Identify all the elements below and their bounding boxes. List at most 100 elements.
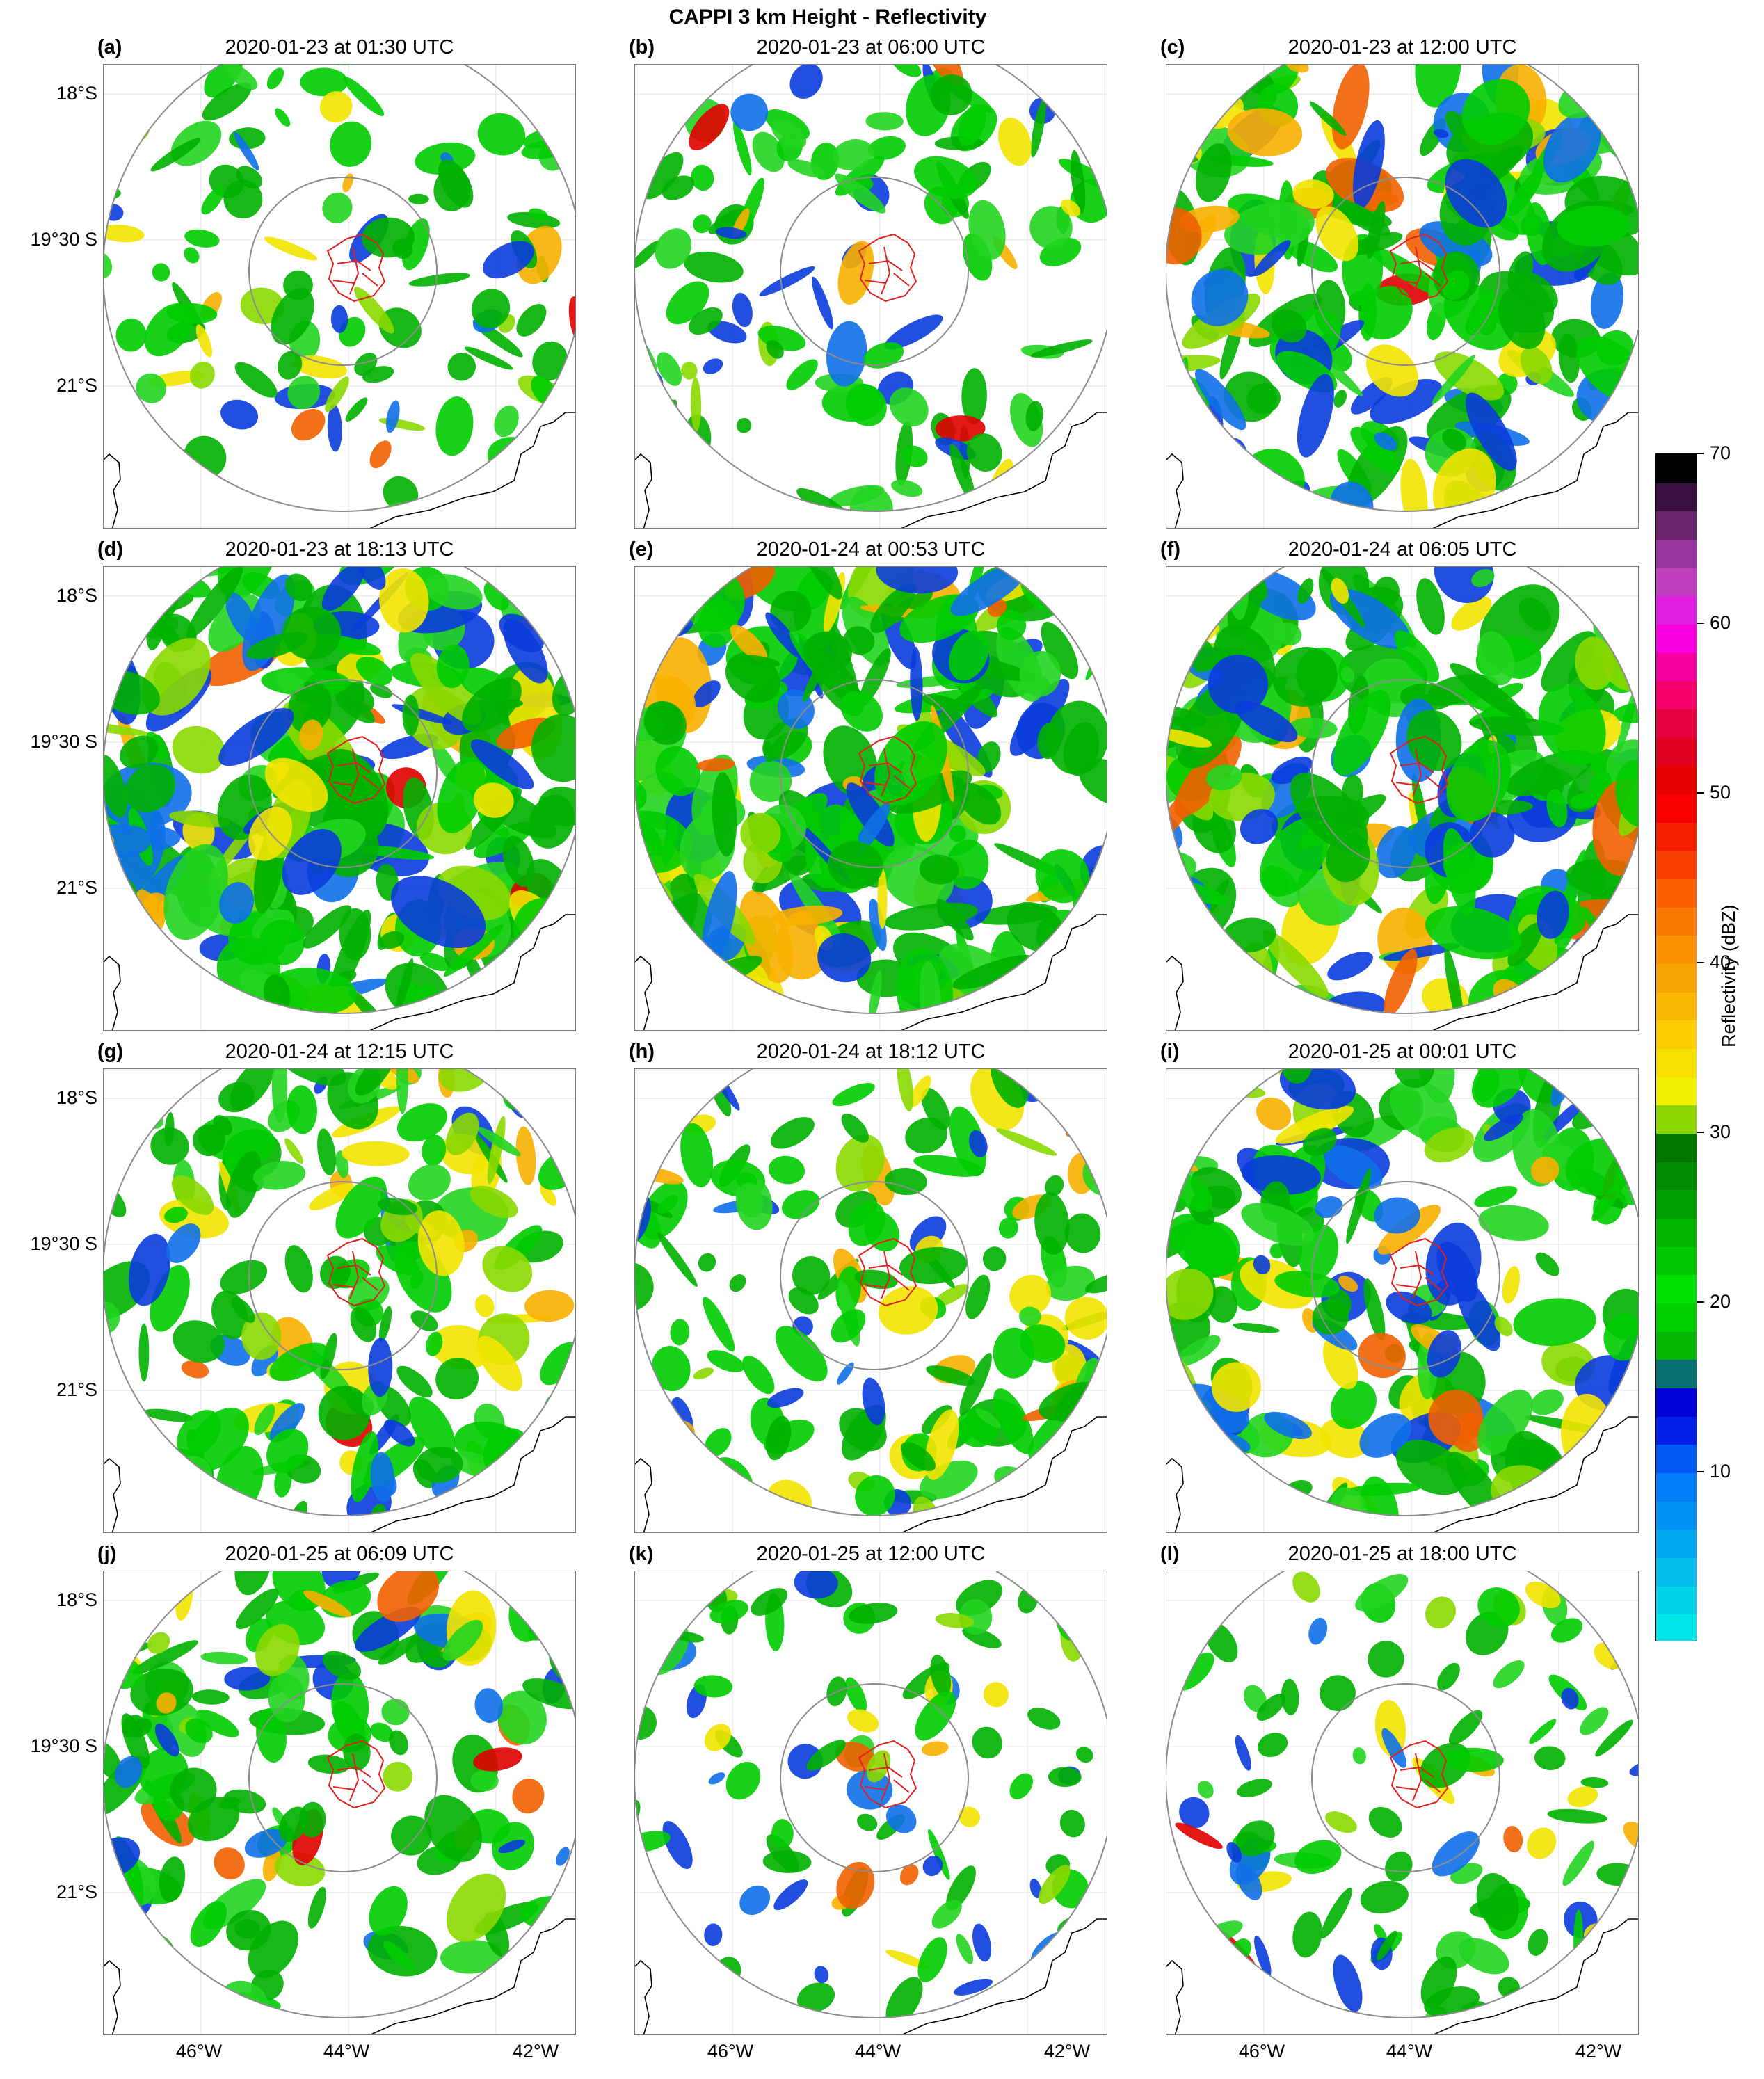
echo-cell [766, 339, 784, 359]
echo-cell [1084, 1272, 1107, 1294]
echo-cell [924, 65, 963, 87]
colorbar-segment [1656, 1077, 1697, 1105]
echo-cell [498, 1467, 525, 1513]
echo-cell [1009, 1773, 1034, 1799]
colorbar-segment [1656, 1189, 1697, 1219]
echo-cell [855, 1475, 895, 1516]
echo-cell [286, 1500, 308, 1516]
figure-title: CAPPI 3 km Height - Reflectivity [668, 6, 987, 29]
echo-cell [681, 362, 698, 380]
border-line-east [1432, 412, 1638, 528]
echo-cell [1333, 1954, 1363, 2012]
echo-cell [982, 1246, 1007, 1271]
radar-panel: (h) 2020-01-24 at 18:12 UTC [629, 1041, 1107, 1533]
echo-cell [1271, 756, 1313, 785]
echo-cell [104, 1657, 117, 1676]
echo-cell [389, 1730, 408, 1756]
echo-cell [1338, 1276, 1358, 1292]
panel-timestamp: 2020-01-24 at 00:53 UTC [756, 538, 986, 561]
echo-cell [1557, 205, 1630, 247]
echo-cell [996, 1128, 1057, 1156]
echo-cell [935, 1613, 975, 1628]
echo-cell [1198, 1069, 1241, 1094]
echo-cell [104, 584, 122, 648]
echo-cell [273, 1069, 346, 1086]
boundary-inner [864, 1251, 910, 1299]
echo-cell [1590, 272, 1624, 329]
echo-cell [1166, 1507, 1224, 1516]
echo-cell [1166, 609, 1173, 627]
echo-cell [840, 690, 883, 732]
echo-cell [892, 65, 922, 77]
boundary-inner [332, 1251, 378, 1299]
boundary-outline [326, 1237, 386, 1307]
echo-cell [422, 1134, 447, 1166]
radar-map [103, 1068, 576, 1533]
panel-letter: (l) [1160, 1543, 1180, 1565]
echo-cell [1394, 1069, 1435, 1089]
border-line-west [635, 1457, 652, 1532]
echo-cell [291, 408, 326, 441]
echo-cell [782, 1190, 820, 1219]
echo-cell [510, 1571, 529, 1602]
echo-cell [1616, 940, 1638, 997]
echo-cell [104, 919, 158, 984]
colorbar-segment [1656, 963, 1697, 993]
echo-cell [1308, 1617, 1328, 1645]
echo-cell [1173, 74, 1206, 144]
echo-cell [424, 573, 483, 610]
echo-cell [246, 632, 308, 659]
echo-cell [377, 1571, 440, 1622]
echo-cell [1546, 1497, 1594, 1516]
echo-cell [241, 1312, 282, 1360]
echo-cell [437, 757, 486, 833]
echo-cell [1502, 1266, 1521, 1304]
echo-cell [1297, 374, 1334, 458]
echo-cell [1073, 567, 1102, 603]
echo-cell [1292, 1911, 1322, 1958]
echo-cell [730, 625, 768, 662]
echo-cell [470, 1769, 499, 1792]
echo-cell [234, 1571, 272, 1596]
panel-letter: (i) [1160, 1041, 1180, 1063]
echo-cell [538, 1150, 575, 1190]
echo-cell [1434, 351, 1505, 401]
echo-cell [1530, 1389, 1564, 1415]
echo-cell [443, 924, 504, 977]
boundary-inner [1395, 1251, 1441, 1299]
echo-cell [556, 1433, 575, 1464]
colorbar-segment [1656, 1359, 1697, 1388]
echo-cell [1166, 207, 1202, 265]
echo-cell [657, 352, 682, 386]
echo-cell [1185, 65, 1212, 88]
echo-cell [143, 1408, 193, 1422]
echo-cell [256, 1708, 287, 1763]
echo-cell [1425, 1222, 1482, 1306]
echo-cell [635, 568, 674, 620]
echo-cell [635, 1069, 662, 1100]
echo-cell [1543, 112, 1601, 183]
echo-cell [477, 113, 526, 156]
echo-cell [1345, 1482, 1422, 1497]
echo-cell [1169, 443, 1200, 460]
colorbar-segment [1656, 1020, 1697, 1049]
echo-cell [1211, 1362, 1261, 1412]
echo-cell [482, 241, 535, 279]
echo-cell [271, 1069, 288, 1123]
echo-cell [502, 835, 535, 888]
echo-cell [857, 1813, 878, 1831]
echo-cell [502, 1069, 550, 1110]
echo-cell [384, 1419, 415, 1447]
echo-cell [680, 1123, 714, 1187]
echo-cell [1427, 1330, 1461, 1378]
range-ring-inner [780, 1181, 969, 1370]
echo-cell [865, 112, 904, 131]
echo-cell [1071, 150, 1086, 214]
colorbar-tick-label: 20 [1710, 1291, 1731, 1312]
echo-cell [320, 1255, 351, 1290]
echo-cell [1494, 1316, 1513, 1337]
echo-cell [1518, 597, 1552, 632]
echo-cell [1281, 1069, 1313, 1084]
echo-cell [128, 1233, 171, 1306]
